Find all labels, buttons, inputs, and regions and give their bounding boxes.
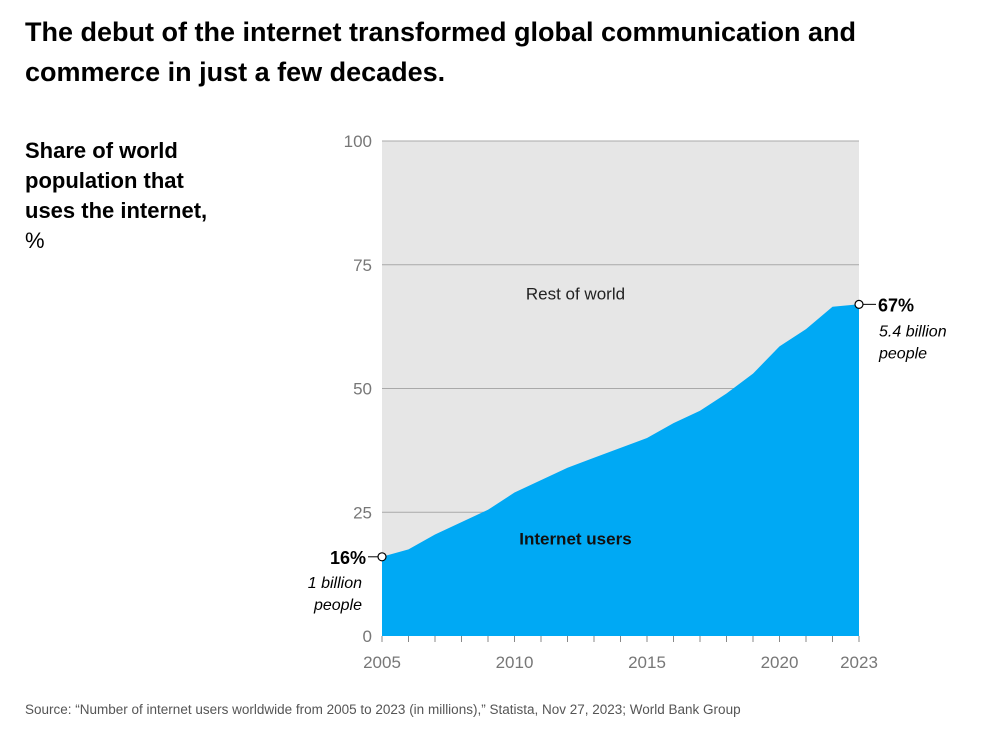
start-value-label: 16%	[330, 548, 366, 568]
x-tick-label: 2023	[840, 653, 878, 672]
end-note-line2: people	[878, 345, 927, 362]
y-tick-label: 25	[353, 503, 372, 522]
x-ticks: 2005 2010 2015 2020 2023	[363, 636, 878, 672]
end-note-line1: 5.4 billion	[879, 323, 947, 340]
x-tick-label: 2005	[363, 653, 401, 672]
y-axis-label: Share of world population that uses the …	[25, 136, 225, 256]
y-tick-label: 0	[363, 627, 372, 646]
x-tick-label: 2015	[628, 653, 666, 672]
y-tick-label: 50	[353, 380, 372, 399]
start-note-line2: people	[313, 597, 362, 614]
source-note: Source: “Number of internet users worldw…	[25, 702, 741, 717]
chart-title: The debut of the internet transformed gl…	[25, 17, 857, 87]
y-axis-label-text: Share of world population that uses the …	[25, 138, 208, 223]
x-tick-label: 2010	[496, 653, 534, 672]
end-value-label: 67%	[878, 295, 914, 315]
internet-users-label: Internet users	[519, 529, 631, 548]
start-note-line1: 1 billion	[308, 575, 362, 592]
y-tick-label: 100	[344, 132, 372, 151]
internet-users-area	[382, 304, 859, 636]
end-point-marker	[854, 299, 864, 309]
start-point-marker	[377, 552, 387, 562]
y-ticks: 0 25 50 75 100	[344, 132, 372, 646]
rest-of-world-label: Rest of world	[526, 284, 625, 303]
y-tick-label: 75	[353, 256, 372, 275]
x-tick-label: 2020	[761, 653, 799, 672]
y-axis-label-unit: %	[25, 228, 45, 253]
